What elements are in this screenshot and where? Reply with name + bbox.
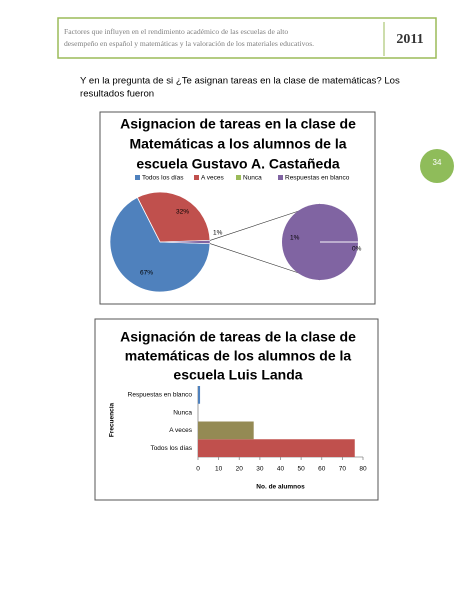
data-label: 0% bbox=[352, 246, 362, 253]
chart-title: Matemáticas a los alumnos de la bbox=[129, 136, 346, 152]
x-tick-label: 60 bbox=[318, 466, 326, 473]
paragraph: Y en la pregunta de si ¿Te asignan tarea… bbox=[80, 76, 400, 87]
pie-slice bbox=[159, 240, 211, 244]
page-number-badge bbox=[420, 149, 454, 183]
header-year: 2011 bbox=[396, 32, 423, 47]
paragraph: resultados fueron bbox=[80, 89, 154, 100]
legend-label: A veces bbox=[201, 175, 225, 182]
bar bbox=[198, 386, 201, 404]
legend-label: Respuestas en blanco bbox=[285, 175, 350, 182]
chart-title: escuela Gustavo A. Castañeda bbox=[136, 156, 340, 172]
legend-label: Nunca bbox=[243, 175, 262, 182]
y-tick-label: A veces bbox=[169, 427, 193, 434]
y-tick-label: Respuestas en blanco bbox=[128, 392, 193, 399]
x-tick-label: 40 bbox=[277, 466, 285, 473]
legend-swatch bbox=[194, 175, 199, 180]
x-tick-label: 30 bbox=[256, 466, 264, 473]
bar bbox=[198, 421, 254, 440]
x-tick-label: 0 bbox=[196, 466, 200, 473]
data-label: 32% bbox=[176, 209, 189, 216]
legend-label: Todos los días bbox=[142, 175, 184, 182]
page-number: 34 bbox=[433, 158, 442, 167]
bar bbox=[198, 439, 355, 457]
x-tick-label: 50 bbox=[298, 466, 306, 473]
header-title: desempeño en español y matemáticas y la … bbox=[64, 39, 314, 48]
data-label: 1% bbox=[290, 235, 300, 242]
legend-swatch bbox=[135, 175, 140, 180]
legend-swatch bbox=[236, 175, 241, 180]
pie-slice bbox=[136, 191, 211, 243]
header-box bbox=[57, 17, 437, 59]
data-label: 67% bbox=[140, 270, 153, 277]
y-tick-label: Nunca bbox=[173, 409, 192, 416]
data-label: 1% bbox=[213, 230, 223, 237]
x-tick-label: 80 bbox=[359, 466, 367, 473]
y-tick-label: Todos los días bbox=[150, 445, 192, 452]
chart-frame bbox=[94, 318, 379, 501]
x-tick-label: 20 bbox=[236, 466, 244, 473]
chart-title: escuela Luis Landa bbox=[173, 367, 302, 383]
chart-title: Asignación de tareas de la clase de bbox=[120, 329, 356, 345]
pie-slice bbox=[109, 196, 211, 293]
x-axis-label: No. de alumnos bbox=[256, 484, 305, 491]
chart-title: matemáticas de los alumnos de la bbox=[125, 348, 352, 364]
y-axis-label: Frecuencia bbox=[109, 402, 116, 437]
header-title: Factores que influyen en el rendimiento … bbox=[64, 27, 288, 36]
legend-swatch bbox=[278, 175, 283, 180]
chart-title: Asignacion de tareas en la clase de bbox=[120, 116, 356, 132]
x-tick-label: 70 bbox=[339, 466, 347, 473]
x-tick-label: 10 bbox=[215, 466, 223, 473]
